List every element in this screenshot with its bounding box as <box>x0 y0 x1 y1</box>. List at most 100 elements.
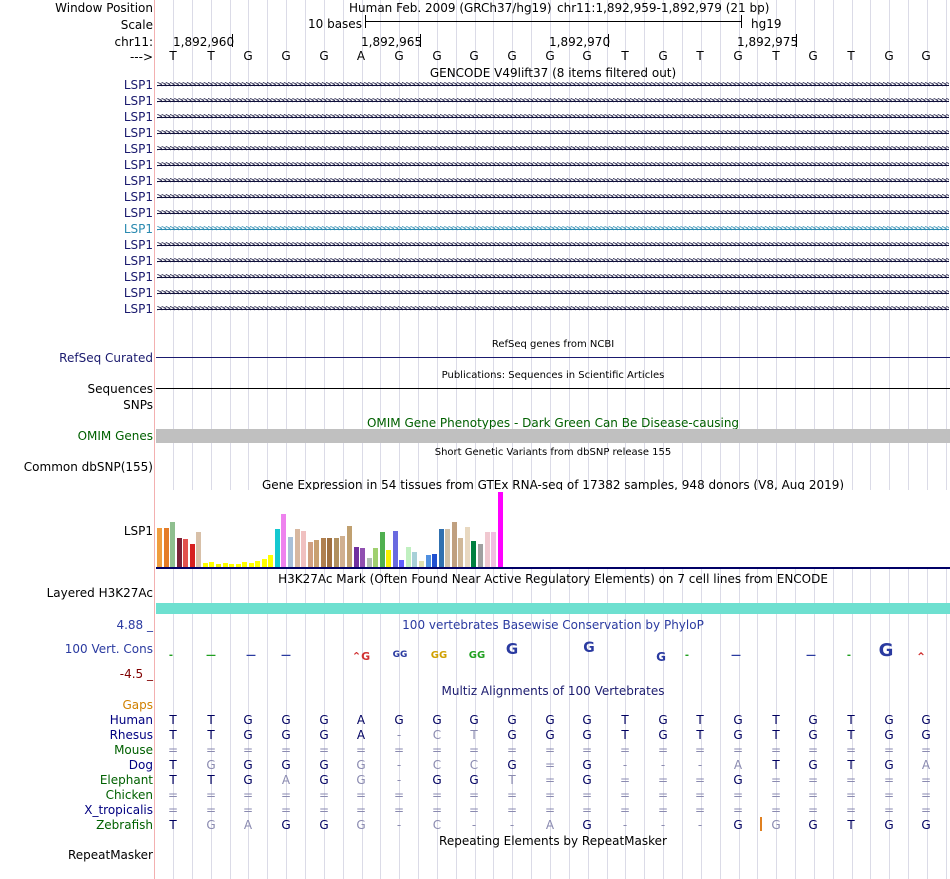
gencode-item-label[interactable]: LSP1 <box>123 302 153 316</box>
phylop-logo[interactable]: - — — — ⌃G GG GG GG G G G - — — - G ⌃ <box>156 640 950 670</box>
gencode-track-title[interactable]: GENCODE V49lift37 (8 items filtered out) <box>429 66 677 80</box>
multiz-species-label[interactable]: Dog <box>128 758 153 772</box>
omim-gene-bar[interactable] <box>156 429 950 443</box>
gencode-item-label[interactable]: LSP1 <box>123 270 153 284</box>
layered-h3k27ac-label[interactable]: Layered H3K27Ac <box>46 586 153 600</box>
gencode-item-label[interactable]: LSP1 <box>123 110 153 124</box>
gtex-tissue-bar[interactable] <box>196 532 202 567</box>
omim-genes-label[interactable]: OMIM Genes <box>77 429 153 443</box>
gtex-tissue-bar[interactable] <box>301 531 307 567</box>
gtex-tissue-bar[interactable] <box>373 548 379 567</box>
gtex-tissue-bar[interactable] <box>215 564 221 567</box>
gtex-tissue-bar[interactable] <box>189 544 195 567</box>
gencode-transcript-line[interactable] <box>157 261 949 262</box>
multiz-species-label[interactable]: Rhesus <box>109 728 153 742</box>
gtex-tissue-bar[interactable] <box>491 532 497 567</box>
multiz-species-label[interactable]: Human <box>109 713 153 727</box>
multiz-track-title[interactable]: Multiz Alignments of 100 Vertebrates <box>441 684 665 698</box>
gencode-transcript-line[interactable] <box>157 133 949 134</box>
gencode-item-label[interactable]: LSP1 <box>123 174 153 188</box>
gtex-tissue-bar[interactable] <box>399 560 405 567</box>
gtex-tissue-bar[interactable] <box>170 522 176 567</box>
gencode-transcript-line[interactable] <box>157 117 949 118</box>
h3k27ac-signal[interactable] <box>156 603 950 614</box>
gencode-transcript-line[interactable] <box>157 85 949 86</box>
gtex-track-title[interactable]: Gene Expression in 54 tissues from GTEx … <box>261 478 845 492</box>
gtex-tissue-bar[interactable] <box>346 526 352 567</box>
gencode-transcript-line[interactable] <box>157 101 949 102</box>
multiz-species-label[interactable]: Chicken <box>105 788 153 802</box>
gencode-transcript-line[interactable] <box>157 277 949 278</box>
gencode-transcript-line[interactable] <box>157 293 949 294</box>
gtex-tissue-bar[interactable] <box>327 538 333 567</box>
gtex-tissue-bar[interactable] <box>307 542 313 567</box>
vert-cons-label[interactable]: 100 Vert. Cons <box>64 642 153 656</box>
gtex-tissue-bar[interactable] <box>405 547 411 567</box>
snps-label[interactable]: SNPs <box>123 398 153 412</box>
gencode-transcript-line[interactable] <box>157 245 949 246</box>
sequences-label[interactable]: Sequences <box>87 382 153 396</box>
gtex-tissue-bar[interactable] <box>294 529 300 567</box>
gencode-item-label[interactable]: LSP1 <box>123 190 153 204</box>
gtex-tissue-bar[interactable] <box>281 514 287 567</box>
gtex-tissue-bar[interactable] <box>471 541 477 567</box>
gencode-item-label[interactable]: LSP1 <box>123 206 153 220</box>
gtex-tissue-bar[interactable] <box>229 564 235 567</box>
gencode-item-label[interactable]: LSP1 <box>123 222 153 236</box>
gtex-tissue-bar[interactable] <box>288 537 293 567</box>
gencode-transcript-line[interactable] <box>157 213 949 214</box>
gencode-item-label[interactable]: LSP1 <box>123 238 153 252</box>
gtex-tissue-bar[interactable] <box>255 561 261 567</box>
gtex-tissue-bar[interactable] <box>268 555 274 567</box>
gtex-tissue-bar[interactable] <box>235 564 241 567</box>
phylop-track-title[interactable]: 100 vertebrates Basewise Conservation by… <box>402 618 704 632</box>
h3k27ac-track-title[interactable]: H3K27Ac Mark (Often Found Near Active Re… <box>278 572 828 586</box>
gtex-tissue-bar[interactable] <box>183 539 189 567</box>
repeatmasker-label[interactable]: RepeatMasker <box>67 848 153 862</box>
gtex-tissue-bar[interactable] <box>432 554 438 567</box>
gtex-tissue-bar[interactable] <box>163 528 169 567</box>
gencode-transcript-line[interactable] <box>157 149 949 150</box>
gtex-tissue-bar[interactable] <box>392 531 398 567</box>
multiz-species-label[interactable]: Elephant <box>99 773 153 787</box>
gtex-tissue-bar[interactable] <box>340 536 346 567</box>
gtex-lsp1-label[interactable]: LSP1 <box>123 524 153 538</box>
gencode-item-label[interactable]: LSP1 <box>123 254 153 268</box>
gtex-tissue-bar[interactable] <box>379 532 385 567</box>
omim-track-title[interactable]: OMIM Gene Phenotypes - Dark Green Can Be… <box>366 416 740 430</box>
repeatmasker-track-title[interactable]: Repeating Elements by RepeatMasker <box>439 834 667 848</box>
gencode-item-label[interactable]: LSP1 <box>123 286 153 300</box>
gtex-tissue-bar[interactable] <box>419 561 424 567</box>
gencode-item-label[interactable]: LSP1 <box>123 142 153 156</box>
gencode-item-label[interactable]: LSP1 <box>123 126 153 140</box>
gtex-tissue-bar[interactable] <box>366 558 372 567</box>
gtex-tissue-bar[interactable] <box>464 527 470 567</box>
common-dbsnp-label[interactable]: Common dbSNP(155) <box>23 460 153 474</box>
gencode-transcript-line[interactable] <box>157 181 949 182</box>
gtex-tissue-bar[interactable] <box>274 529 280 567</box>
refseq-track-title[interactable]: RefSeq genes from NCBI <box>491 339 615 350</box>
gtex-tissue-bar[interactable] <box>477 544 483 567</box>
gencode-transcript-line[interactable] <box>157 197 949 198</box>
publications-track-title[interactable]: Publications: Sequences in Scientific Ar… <box>441 370 665 381</box>
multiz-species-label[interactable]: Zebrafish <box>96 818 153 832</box>
gtex-tissue-bar[interactable] <box>222 563 228 567</box>
gencode-transcript-line[interactable] <box>157 309 949 310</box>
gtex-tissue-bar[interactable] <box>386 550 392 567</box>
multiz-species-label[interactable]: Mouse <box>114 743 153 757</box>
multiz-species-label[interactable]: X_tropicalis <box>84 803 153 817</box>
gtex-tissue-bar[interactable] <box>445 529 451 567</box>
gtex-bar-chart[interactable] <box>156 490 950 567</box>
gtex-tissue-bar[interactable] <box>261 559 267 567</box>
gtex-tissue-bar[interactable] <box>176 538 182 567</box>
gtex-tissue-bar[interactable] <box>202 563 208 567</box>
gencode-item-label[interactable]: LSP1 <box>123 94 153 108</box>
gencode-item-label[interactable]: LSP1 <box>123 78 153 92</box>
gtex-tissue-bar[interactable] <box>451 522 457 567</box>
gtex-tissue-bar[interactable] <box>412 552 418 567</box>
gtex-tissue-bar[interactable] <box>314 540 320 567</box>
gencode-transcript-line[interactable] <box>157 229 949 230</box>
gaps-label[interactable]: Gaps <box>122 698 153 712</box>
gtex-tissue-bar[interactable] <box>209 562 215 567</box>
